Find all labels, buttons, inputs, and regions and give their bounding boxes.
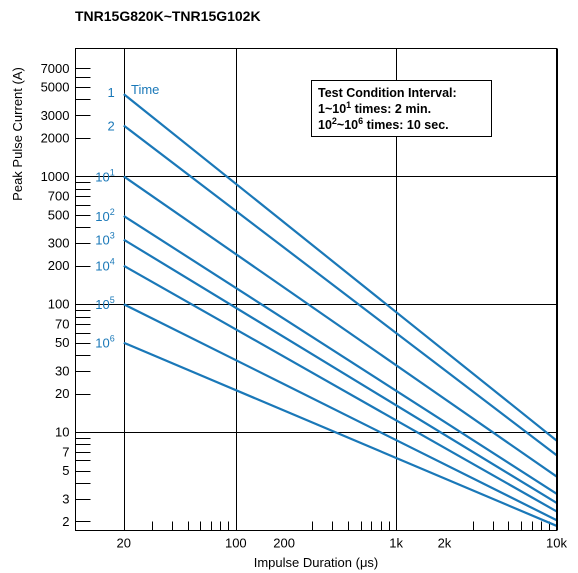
y-axis-title: Peak Pulse Current (A)	[10, 67, 25, 201]
series-lines	[123, 93, 558, 527]
series-line-5	[123, 238, 558, 504]
series-label-7: 105	[95, 295, 114, 312]
series-line-3	[123, 175, 558, 478]
y-tick-label: 200	[48, 258, 70, 273]
y-tick-label: 1000	[41, 169, 70, 184]
series-label-1: 1	[108, 85, 115, 100]
x-tick-label: 2k	[438, 536, 452, 551]
series-line-8	[123, 341, 557, 527]
y-tick-label: 7000	[41, 61, 70, 76]
series-label-3: 101	[95, 167, 114, 184]
series-label-8: 106	[95, 334, 114, 351]
y-tick-label: 700	[48, 189, 70, 204]
x-axis-title: Impulse Duration (μs)	[254, 555, 379, 570]
y-tick-label: 5	[62, 463, 69, 478]
y-tick-label: 10	[55, 425, 69, 440]
test-condition-title: Test Condition Interval:	[318, 86, 457, 100]
y-tick-label: 3000	[41, 108, 70, 123]
y-tick-label: 3	[62, 491, 69, 506]
x-tick-label: 10k	[546, 536, 567, 551]
test-condition-line-2: 102~106 times: 10 sec.	[318, 116, 449, 132]
series-labels: 1 2 101 102 103 104 105 106	[95, 85, 114, 351]
x-tick-label: 20	[117, 536, 131, 551]
series-line-1	[123, 93, 558, 442]
x-tick-label: 100	[225, 536, 247, 551]
y-tick-label: 50	[55, 335, 69, 350]
test-condition-line-1: 1~101 times: 2 min.	[318, 100, 431, 116]
series-line-7	[123, 303, 557, 522]
y-tick-label: 300	[48, 236, 70, 251]
axis-ticks: 20 100 200 1k 2k 10k 2 3 5 7 10 20 30 50 70 100 200 300 50…	[41, 61, 568, 551]
y-tick-label: 2000	[41, 130, 70, 145]
series-label-4: 102	[95, 207, 114, 224]
y-tick-label: 20	[55, 386, 69, 401]
y-tick-label: 30	[55, 364, 69, 379]
y-tick-label: 7	[62, 444, 69, 459]
series-label-6: 104	[95, 257, 114, 274]
chart-title: TNR15G820K~TNR15G102K	[75, 8, 261, 24]
test-condition-box: Test Condition Interval: 1~101 times: 2 …	[311, 80, 492, 137]
series-label-5: 103	[95, 231, 114, 248]
series-header-label: Time	[131, 82, 159, 97]
x-tick-label: 200	[273, 536, 295, 551]
series-line-6	[123, 264, 558, 513]
y-tick-label: 100	[48, 297, 70, 312]
x-tick-label: 1k	[389, 536, 403, 551]
y-tick-label: 70	[55, 317, 69, 332]
series-line-2	[123, 124, 558, 457]
y-tick-label: 5000	[41, 79, 70, 94]
series-label-2: 2	[108, 118, 115, 133]
y-tick-label: 500	[48, 207, 70, 222]
plot-frame	[75, 48, 557, 531]
y-tick-label: 2	[62, 514, 69, 529]
series-line-4	[123, 215, 558, 495]
